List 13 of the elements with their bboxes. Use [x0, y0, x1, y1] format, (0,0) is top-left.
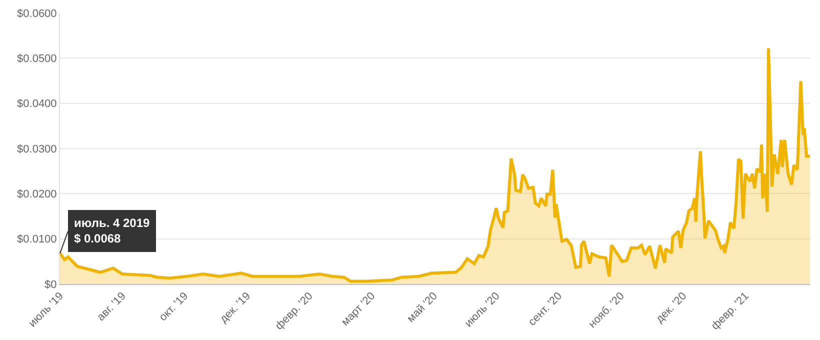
- y-tick-label: $0.0500: [17, 53, 57, 66]
- y-tick-label: $0: [44, 278, 57, 291]
- x-tick-label: май '20: [405, 290, 440, 326]
- y-tick-label: $0.0600: [17, 8, 57, 20]
- y-tick-label: $0.0300: [17, 143, 57, 156]
- annotation: июль. 4 2019 $ 0.0068: [74, 216, 150, 246]
- x-tick-label: авг. '19: [95, 290, 128, 324]
- x-tick-label: окт. '19: [157, 290, 191, 324]
- x-tick-label: дек. '20: [654, 290, 690, 326]
- y-tick-label: $0.0200: [17, 188, 57, 201]
- x-tick-label: дек. '19: [218, 290, 253, 326]
- y-tick-label: $0.0100: [17, 234, 57, 246]
- y-tick-label: $0.0400: [17, 98, 57, 110]
